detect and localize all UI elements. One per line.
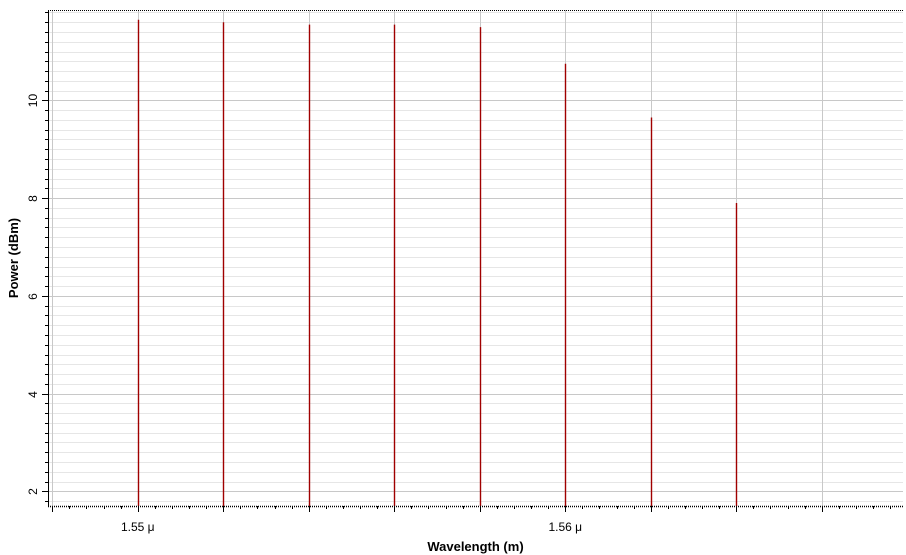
- y-tick-label: 10: [26, 94, 40, 108]
- y-tick-label: 4: [26, 391, 40, 398]
- x-tick-label: 1.55 μ: [121, 520, 155, 534]
- y-axis-title: Power (dBm): [6, 218, 21, 298]
- series: [137, 19, 738, 506]
- grid: [48, 10, 903, 506]
- tick-labels: 2 4 6 8 10 1.55 μ 1.56 μ: [26, 94, 582, 534]
- y-tick-label: 2: [26, 488, 40, 495]
- x-axis-title: Wavelength (m): [427, 539, 523, 554]
- x-tick-label: 1.56 μ: [548, 520, 582, 534]
- y-tick-label: 8: [26, 195, 40, 202]
- axes: [42, 10, 903, 512]
- y-tick-label: 6: [26, 293, 40, 300]
